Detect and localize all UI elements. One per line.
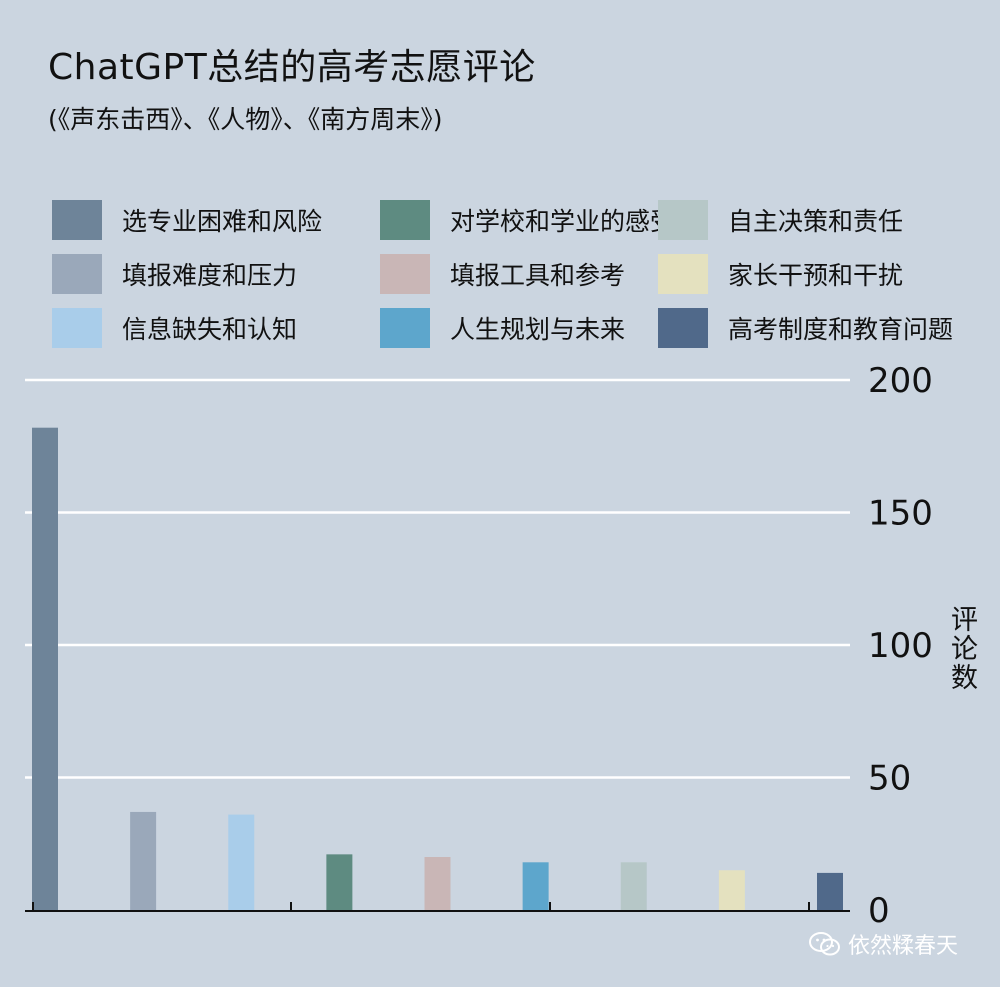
legend-swatch [658, 200, 708, 240]
legend-item: 人生规划与未来 [380, 308, 625, 348]
legend-swatch [380, 308, 430, 348]
y-tick-label: 150 [868, 494, 933, 534]
legend-label: 信息缺失和认知 [122, 315, 298, 344]
y-tick-label: 200 [868, 361, 933, 401]
legend-swatch [658, 254, 708, 294]
legend-label: 对学校和学业的感受 [450, 207, 676, 236]
y-tick-label: 50 [868, 759, 911, 799]
legend-item: 填报工具和参考 [380, 254, 625, 294]
bar [32, 427, 58, 910]
legend-item: 对学校和学业的感受 [380, 200, 675, 240]
legend-label: 选专业困难和风险 [122, 207, 323, 236]
legend-label: 人生规划与未来 [450, 315, 626, 344]
legend-item: 高考制度和教育问题 [658, 308, 953, 348]
watermark-text: 依然糅春天 [848, 934, 959, 959]
legend-item: 填报难度和压力 [52, 254, 297, 294]
wechat-icon [809, 932, 840, 956]
legend-label: 填报难度和压力 [122, 261, 298, 290]
bar [130, 811, 157, 910]
legend-label: 填报工具和参考 [450, 261, 626, 290]
bar [817, 872, 843, 910]
bar [424, 857, 451, 910]
bar [522, 862, 549, 910]
legend-swatch [52, 200, 102, 240]
legend-item: 自主决策和责任 [658, 200, 903, 240]
legend-swatch [52, 308, 102, 348]
watermark: 依然糅春天 [808, 928, 958, 960]
bar [228, 814, 255, 910]
legend-item: 家长干预和干扰 [658, 254, 903, 294]
legend-swatch [658, 308, 708, 348]
legend-label: 家长干预和干扰 [728, 261, 904, 290]
legend-label: 自主决策和责任 [728, 207, 904, 236]
legend-swatch [380, 200, 430, 240]
legend-item: 信息缺失和认知 [52, 308, 297, 348]
chart-title: ChatGPT总结的高考志愿评论 [48, 47, 536, 88]
y-tick-label: 0 [868, 891, 890, 931]
y-axis-label: 评论数 [946, 605, 977, 692]
bar [326, 854, 353, 910]
legend-swatch [380, 254, 430, 294]
legend-swatch [52, 254, 102, 294]
bar [620, 862, 647, 910]
legend-item: 选专业困难和风险 [52, 200, 322, 240]
legend-label: 高考制度和教育问题 [728, 315, 954, 344]
y-tick-label: 100 [868, 626, 933, 666]
bar [718, 870, 745, 910]
legend: 选专业困难和风险 填报难度和压力 信息缺失和认知 对学校和学业的感受 填报工具和参考 人生… [52, 200, 992, 350]
chart-subtitle: (《声东击西》、《人物》、《南方周末》) [48, 105, 443, 134]
